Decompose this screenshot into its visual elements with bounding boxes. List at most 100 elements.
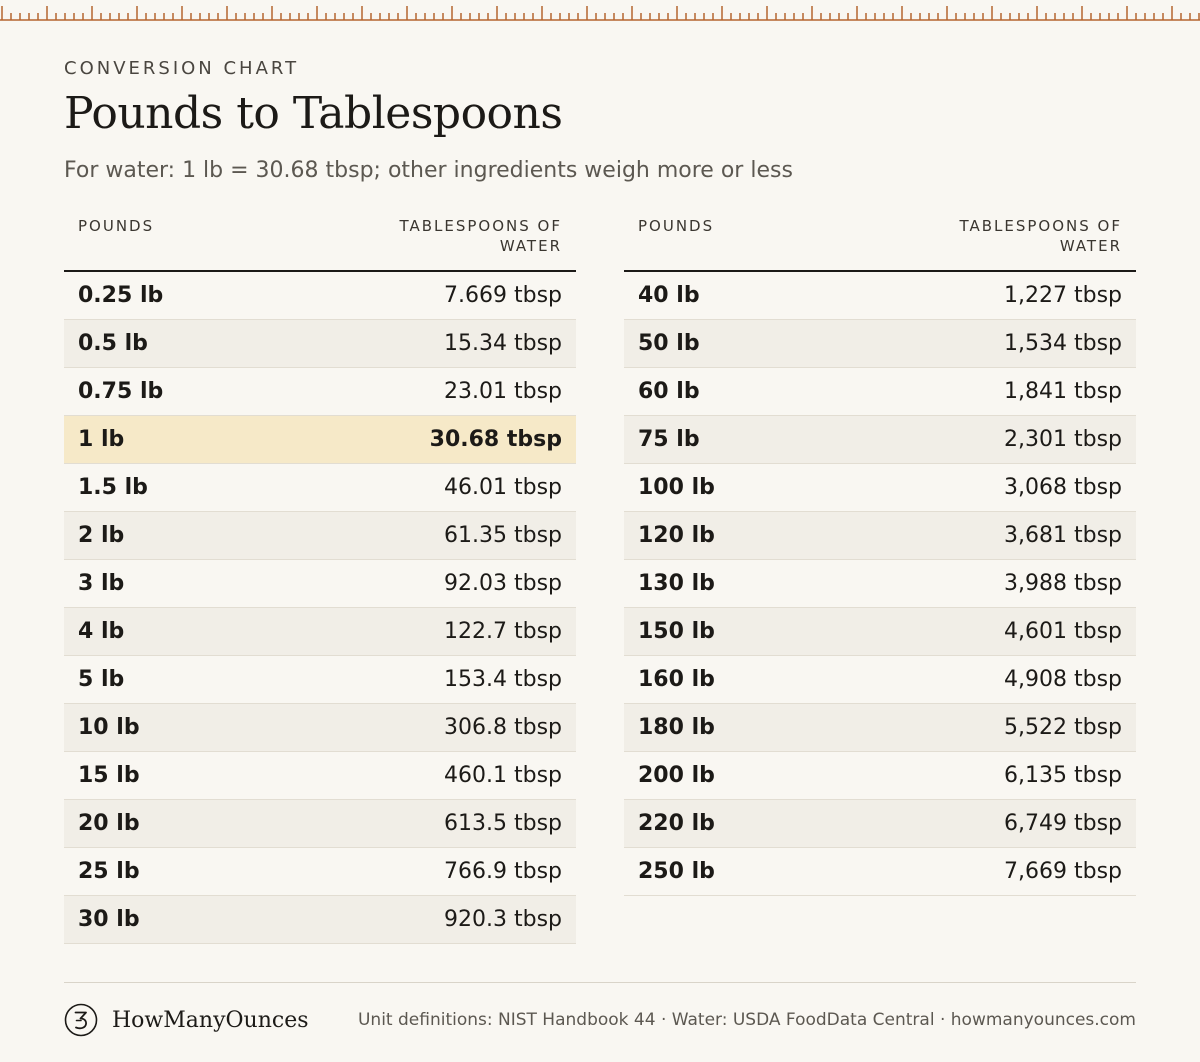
pounds-cell: 120 lb — [638, 523, 715, 548]
tablespoons-cell: 306.8 tbsp — [444, 715, 562, 740]
pounds-cell: 200 lb — [638, 763, 715, 788]
table-row: 30 lb 920.3 tbsp — [64, 896, 576, 944]
conversion-table-right: POUNDS TABLESPOONS OF WATER 40 lb 1,227 t… — [624, 216, 1136, 896]
table-row: 0.25 lb 7.669 tbsp — [64, 272, 576, 320]
pounds-cell: 40 lb — [638, 283, 700, 308]
table-header: POUNDS TABLESPOONS OF WATER — [64, 216, 576, 272]
table-row: 220 lb 6,749 tbsp — [624, 800, 1136, 848]
tablespoons-cell: 153.4 tbsp — [444, 667, 562, 692]
pounds-cell: 75 lb — [638, 427, 700, 452]
pounds-cell: 1 lb — [78, 427, 125, 452]
table-row: 0.75 lb 23.01 tbsp — [64, 368, 576, 416]
pounds-cell: 0.25 lb — [78, 283, 164, 308]
tablespoons-cell: 613.5 tbsp — [444, 811, 562, 836]
tablespoons-cell: 1,227 tbsp — [1004, 283, 1122, 308]
tablespoons-cell: 46.01 tbsp — [444, 475, 562, 500]
pounds-cell: 3 lb — [78, 571, 125, 596]
column-header-pounds: POUNDS — [638, 217, 715, 235]
pounds-cell: 100 lb — [638, 475, 715, 500]
tablespoons-cell: 4,601 tbsp — [1004, 619, 1122, 644]
pounds-cell: 220 lb — [638, 811, 715, 836]
table-row: 25 lb 766.9 tbsp — [64, 848, 576, 896]
ruler-ticks-icon — [0, 6, 1200, 21]
brand-name: HowManyOunces — [112, 1007, 309, 1033]
tablespoons-cell: 3,988 tbsp — [1004, 571, 1122, 596]
pounds-cell: 15 lb — [78, 763, 140, 788]
table-row: 250 lb 7,669 tbsp — [624, 848, 1136, 896]
table-row: 150 lb 4,601 tbsp — [624, 608, 1136, 656]
conversion-table-left: POUNDS TABLESPOONS OF WATER 0.25 lb 7.669… — [64, 216, 576, 944]
page-subtitle: For water: 1 lb = 30.68 tbsp; other ingr… — [64, 158, 793, 183]
tablespoons-cell: 766.9 tbsp — [444, 859, 562, 884]
column-header-line: WATER — [499, 237, 562, 255]
table-row: 120 lb 3,681 tbsp — [624, 512, 1136, 560]
table-row: 50 lb 1,534 tbsp — [624, 320, 1136, 368]
table-row: 40 lb 1,227 tbsp — [624, 272, 1136, 320]
tablespoons-cell: 1,534 tbsp — [1004, 331, 1122, 356]
pounds-cell: 0.75 lb — [78, 379, 164, 404]
pounds-cell: 25 lb — [78, 859, 140, 884]
table-row: 5 lb 153.4 tbsp — [64, 656, 576, 704]
page-title: Pounds to Tablespoons — [64, 88, 563, 139]
eyebrow-label: CONVERSION CHART — [64, 58, 300, 79]
tablespoons-cell: 4,908 tbsp — [1004, 667, 1122, 692]
tablespoons-cell: 3,068 tbsp — [1004, 475, 1122, 500]
source-note: Unit definitions: NIST Handbook 44 · Wat… — [357, 1010, 1136, 1030]
tablespoons-cell: 122.7 tbsp — [444, 619, 562, 644]
tablespoons-cell: 2,301 tbsp — [1004, 427, 1122, 452]
tablespoons-cell: 92.03 tbsp — [444, 571, 562, 596]
table-row: 130 lb 3,988 tbsp — [624, 560, 1136, 608]
tablespoons-cell: 7,669 tbsp — [1004, 859, 1122, 884]
column-header-line: TABLESPOONS OF — [959, 217, 1122, 235]
table-row: 75 lb 2,301 tbsp — [624, 416, 1136, 464]
column-header-tablespoons: TABLESPOONS OF WATER — [959, 216, 1122, 270]
table-row: 0.5 lb 15.34 tbsp — [64, 320, 576, 368]
pounds-cell: 20 lb — [78, 811, 140, 836]
pounds-cell: 130 lb — [638, 571, 715, 596]
pounds-cell: 180 lb — [638, 715, 715, 740]
tablespoons-cell: 6,135 tbsp — [1004, 763, 1122, 788]
tablespoons-cell: 7.669 tbsp — [444, 283, 562, 308]
table-row: 3 lb 92.03 tbsp — [64, 560, 576, 608]
pounds-cell: 150 lb — [638, 619, 715, 644]
table-row: 2 lb 61.35 tbsp — [64, 512, 576, 560]
ounce-3-logo-icon — [64, 1003, 98, 1037]
pounds-cell: 2 lb — [78, 523, 125, 548]
pounds-cell: 250 lb — [638, 859, 715, 884]
pounds-cell: 60 lb — [638, 379, 700, 404]
table-header: POUNDS TABLESPOONS OF WATER — [624, 216, 1136, 272]
tablespoons-cell: 61.35 tbsp — [444, 523, 562, 548]
column-header-line: WATER — [1059, 237, 1122, 255]
column-header-line: TABLESPOONS OF — [399, 217, 562, 235]
pounds-cell: 0.5 lb — [78, 331, 148, 356]
table-row: 160 lb 4,908 tbsp — [624, 656, 1136, 704]
tablespoons-cell: 15.34 tbsp — [444, 331, 562, 356]
brand: HowManyOunces — [64, 1003, 309, 1037]
tablespoons-cell: 920.3 tbsp — [444, 907, 562, 932]
table-row: 180 lb 5,522 tbsp — [624, 704, 1136, 752]
tablespoons-cell: 1,841 tbsp — [1004, 379, 1122, 404]
column-header-tablespoons: TABLESPOONS OF WATER — [399, 216, 562, 270]
table-row: 1.5 lb 46.01 tbsp — [64, 464, 576, 512]
pounds-cell: 160 lb — [638, 667, 715, 692]
pounds-cell: 5 lb — [78, 667, 125, 692]
table-row: 20 lb 613.5 tbsp — [64, 800, 576, 848]
pounds-cell: 30 lb — [78, 907, 140, 932]
pounds-cell: 4 lb — [78, 619, 125, 644]
table-body: 0.25 lb 7.669 tbsp 0.5 lb 15.34 tbsp 0.75 lb… — [64, 272, 576, 944]
table-row: 4 lb 122.7 tbsp — [64, 608, 576, 656]
pounds-cell: 10 lb — [78, 715, 140, 740]
tablespoons-cell: 23.01 tbsp — [444, 379, 562, 404]
table-row: 15 lb 460.1 tbsp — [64, 752, 576, 800]
table-row: 10 lb 306.8 tbsp — [64, 704, 576, 752]
table-row: 60 lb 1,841 tbsp — [624, 368, 1136, 416]
table-row: 1 lb 30.68 tbsp — [64, 416, 576, 464]
pounds-cell: 50 lb — [638, 331, 700, 356]
table-row: 100 lb 3,068 tbsp — [624, 464, 1136, 512]
footer: HowManyOunces Unit definitions: NIST Han… — [64, 1002, 1136, 1038]
table-body: 40 lb 1,227 tbsp 50 lb 1,534 tbsp 60 lb 1,841… — [624, 272, 1136, 896]
tablespoons-cell: 5,522 tbsp — [1004, 715, 1122, 740]
tablespoons-cell: 3,681 tbsp — [1004, 523, 1122, 548]
table-row: 200 lb 6,135 tbsp — [624, 752, 1136, 800]
footer-divider — [64, 982, 1136, 983]
